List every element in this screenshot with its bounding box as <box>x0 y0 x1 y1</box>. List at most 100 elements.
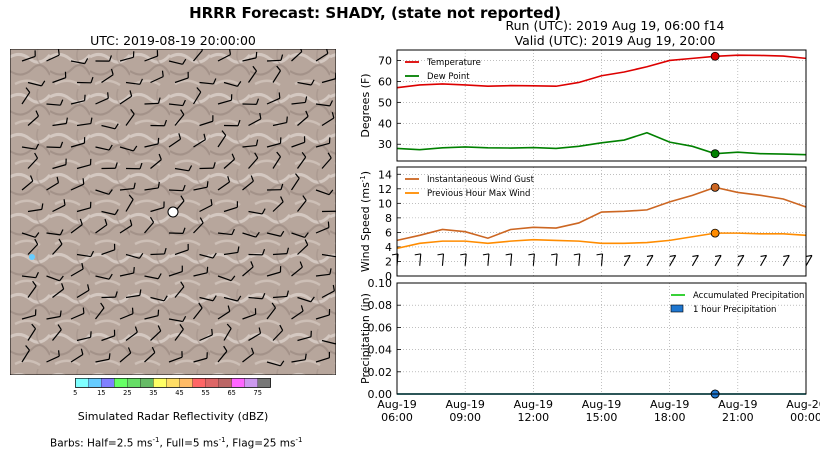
wind-barb <box>272 329 284 341</box>
wind-barb-flag <box>210 199 213 206</box>
wind-barb <box>223 206 238 213</box>
y-tick-label: 0.00 <box>368 388 393 401</box>
series-line <box>396 232 807 250</box>
wind-barb-flag <box>286 290 289 297</box>
axes-frame <box>396 166 807 277</box>
timeseries-wind-barb-flag <box>460 253 467 256</box>
wind-barb <box>95 146 110 151</box>
wind-barb-flag <box>35 271 39 278</box>
wind-barb-flag <box>132 145 138 152</box>
wind-barb <box>27 208 42 213</box>
wind-barb <box>223 158 235 169</box>
wind-barb <box>297 244 309 255</box>
wind-barb-flag <box>57 49 60 56</box>
wind-barb <box>315 189 330 196</box>
wind-barb-flag <box>90 117 93 124</box>
timeseries-wind-barb-flag <box>624 254 631 257</box>
wind-barb <box>27 328 37 341</box>
wind-barb <box>21 275 36 279</box>
wind-barb <box>315 142 330 148</box>
wind-barb <box>101 249 115 256</box>
wind-barb <box>315 357 330 363</box>
wind-barb <box>297 296 312 303</box>
y-tick-label: 10 <box>378 197 392 210</box>
wind-barb-flag <box>133 182 136 189</box>
wind-barb-flag <box>151 346 156 353</box>
wind-barb <box>21 349 30 363</box>
timeseries-wind-barb <box>464 253 467 266</box>
wind-barb-flag <box>230 275 236 281</box>
timeseries-wind-barb-flag <box>414 253 421 256</box>
wind-barb <box>248 210 263 215</box>
wind-barb <box>168 189 184 192</box>
wind-barb <box>52 243 63 255</box>
wind-barb <box>101 210 116 216</box>
wind-barb <box>315 226 330 234</box>
wind-barb <box>46 146 61 149</box>
y-axis-label: Precipitation (in) <box>359 293 372 384</box>
wind-barb <box>125 81 140 85</box>
wind-barb-flag <box>182 184 186 191</box>
colorbar-tick-label: 35 <box>149 389 157 396</box>
wind-barb <box>52 288 64 298</box>
wind-barb-flag <box>90 76 94 83</box>
y-tick-label: 40 <box>378 117 392 130</box>
timeseries-wind-barb-flag <box>528 253 535 256</box>
wind-barb-flag <box>310 296 315 303</box>
wind-barb <box>217 275 232 282</box>
x-tick-label: 21:00 <box>722 411 754 424</box>
wind-barb-flag <box>211 328 213 335</box>
wind-barb-flag <box>180 109 185 115</box>
wind-barb <box>21 55 36 62</box>
wind-barb-flag <box>304 353 307 360</box>
timeseries-wind-barb <box>555 253 558 266</box>
wind-barb <box>95 224 108 234</box>
wind-barb <box>193 222 204 234</box>
legend-label: Dew Point <box>427 72 470 82</box>
wind-barb-flag <box>255 231 260 238</box>
timeseries-wind-barb <box>623 255 631 267</box>
wind-barb-flag <box>223 345 228 352</box>
wind-barb-flag <box>196 87 202 93</box>
y-axis-label: Wind Speed (ms-1) <box>359 171 372 272</box>
colorbar-tick-label: 25 <box>123 389 131 396</box>
wind-barb <box>242 144 257 148</box>
wind-barb-flag <box>305 110 309 117</box>
wind-barb <box>95 97 109 105</box>
wind-barb <box>76 253 91 258</box>
wind-barb-flag <box>178 133 182 140</box>
wind-barb <box>101 335 115 342</box>
wind-barb-flag <box>129 90 133 97</box>
wind-barb <box>291 310 304 320</box>
wind-barb <box>95 307 105 320</box>
wind-barb-flag <box>114 291 118 298</box>
wind-barb-flag <box>59 99 64 106</box>
timeseries-wind-barb <box>805 255 813 267</box>
colorbar-segment <box>244 378 258 388</box>
colorbar-label: Simulated Radar Reflectivity (dBZ) <box>77 410 269 423</box>
wind-barb-flag <box>255 98 260 105</box>
wind-barb-flag <box>157 97 161 104</box>
wind-barb-flag <box>139 289 142 296</box>
wind-barb-flag <box>228 49 232 55</box>
wind-barb-flag <box>25 87 31 93</box>
colorbar-segment <box>231 378 245 388</box>
colorbar-segment <box>140 378 154 388</box>
wind-barb <box>21 180 34 191</box>
wind-barb-flag <box>80 348 84 355</box>
x-tick-label: Aug-19 <box>514 398 553 411</box>
axes-frame <box>396 282 807 395</box>
y-tick-label: 30 <box>378 138 392 151</box>
wind-barb <box>27 285 37 298</box>
wind-barb <box>70 100 85 105</box>
x-tick-label: 06:00 <box>381 411 413 424</box>
wind-barb <box>144 55 158 62</box>
legend-label: Instantaneous Wind Gust <box>427 175 535 185</box>
colorbar-segment <box>257 378 271 388</box>
wind-barb <box>266 361 281 367</box>
wind-barb <box>291 101 306 105</box>
wind-barb-flag <box>328 189 334 196</box>
wind-barb <box>321 253 336 258</box>
wind-barb <box>242 180 254 191</box>
axes-frame <box>396 49 807 162</box>
